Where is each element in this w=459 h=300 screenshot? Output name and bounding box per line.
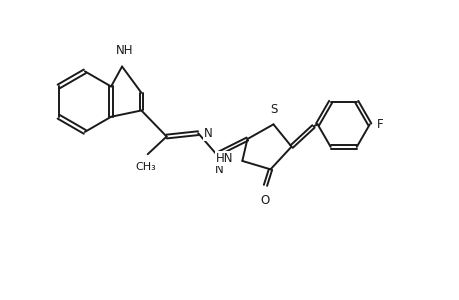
Text: NH: NH xyxy=(116,44,133,57)
Text: N: N xyxy=(214,163,223,176)
Text: O: O xyxy=(259,194,269,207)
Text: S: S xyxy=(269,103,277,116)
Text: F: F xyxy=(376,118,383,131)
Text: HN: HN xyxy=(215,152,233,165)
Text: CH₃: CH₃ xyxy=(135,162,156,172)
Text: N: N xyxy=(204,127,213,140)
